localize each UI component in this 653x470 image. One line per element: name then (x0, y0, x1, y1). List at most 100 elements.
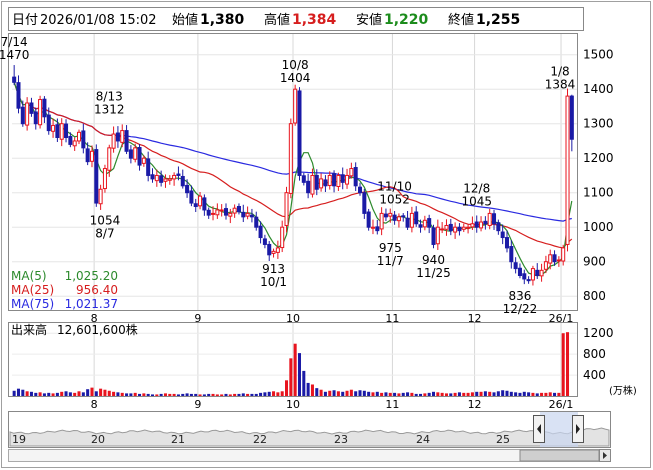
candle-body (543, 261, 548, 270)
volume-bar (310, 384, 314, 396)
range-navigator[interactable]: 19 20 21 22 23 24 25 (8, 411, 611, 448)
month-axis: 8 9 10 11 12 26/1 (91, 312, 574, 325)
candle-body (163, 178, 168, 182)
candle-body (500, 231, 505, 239)
candle-body (211, 212, 216, 215)
candle-body (189, 190, 194, 204)
moving-average-lines (13, 82, 573, 277)
candle-body (241, 211, 246, 218)
scrollbar[interactable] (8, 449, 611, 462)
volume-bar (133, 392, 137, 396)
month-tick-label: 8 (91, 312, 98, 325)
navigator-right-handle[interactable] (572, 415, 584, 443)
candle-body (68, 135, 73, 145)
navigator-left-handle[interactable] (533, 415, 545, 443)
candle-body (388, 212, 393, 217)
low-value: 1,220 (384, 12, 429, 28)
volume-bar (548, 392, 552, 396)
candle-body (293, 88, 298, 124)
volume-bar (522, 391, 526, 396)
volume-bar (77, 391, 81, 396)
annotation-value: 1384 (545, 78, 576, 92)
candle-body (120, 130, 125, 143)
candle-body (20, 106, 25, 125)
volume-bar (341, 391, 345, 396)
volume-tick-label: 400 (583, 368, 606, 382)
annotation-value: 836 (509, 289, 532, 303)
candle-body (306, 180, 311, 194)
volume-bar (393, 392, 397, 396)
volume-bar (12, 390, 16, 396)
month-tick-label: 12 (468, 398, 482, 411)
volume-unit: (万株) (609, 384, 637, 397)
volume-bar (94, 391, 98, 396)
volume-bar (557, 392, 561, 396)
price-tick-label: 800 (583, 289, 606, 303)
volume-bar (73, 392, 77, 396)
high-value: 1,384 (292, 12, 337, 28)
candle-body (345, 174, 350, 185)
candle-body (349, 168, 354, 177)
volume-bar (414, 393, 418, 396)
header-bar: 日付 2026/01/08 15:02 始値 1,380 高値 1,384 安値… (8, 7, 584, 31)
volume-bar (427, 392, 431, 396)
candle-body (81, 130, 86, 149)
volume-bar (406, 392, 410, 396)
volume-bar (250, 393, 254, 396)
candle-body (89, 150, 94, 162)
volume-bar (518, 392, 522, 396)
month-tick-label: 10 (286, 398, 300, 411)
annotation-date: 1/8 (550, 65, 569, 79)
volume-bar (38, 392, 42, 396)
volume-bar (207, 393, 211, 396)
candle-body (340, 174, 345, 183)
volume-bar (349, 389, 353, 396)
volume-bar (423, 393, 427, 396)
volume-bar (60, 391, 64, 396)
candle-body (561, 247, 566, 262)
volume-bar (505, 390, 509, 396)
scrollbar-thumb[interactable] (519, 449, 600, 462)
candle-body (51, 124, 56, 132)
annotation-date: 11/10 (377, 179, 412, 193)
volume-bar (155, 394, 159, 396)
volume-bar (163, 393, 167, 396)
candle-body (111, 133, 116, 149)
price-axis: 800 900 1000 1100 1200 1300 1400 1500 (583, 48, 614, 304)
volume-bar (419, 393, 423, 396)
volume-bar (34, 392, 38, 396)
volume-bar (176, 394, 180, 396)
month-tick-label: 26/1 (549, 312, 574, 325)
price-tick-label: 1400 (583, 82, 614, 96)
volume-bar (535, 393, 539, 396)
candle-body (509, 246, 514, 263)
candle-body (357, 186, 363, 194)
ma-legend-label: MA(25) (11, 283, 54, 297)
annotation-value: 1470 (0, 48, 29, 62)
volume-bar (566, 332, 570, 396)
volume-bar (172, 393, 176, 396)
volume-bar (16, 388, 20, 396)
candle-body (193, 203, 198, 208)
volume-bar (315, 388, 319, 396)
volume-header-label: 出来高 (11, 322, 47, 337)
volume-bar (336, 391, 340, 396)
candle-body (362, 192, 367, 214)
candle-body (379, 212, 384, 230)
price-tick-label: 900 (583, 255, 606, 269)
volume-bar (509, 391, 513, 396)
candle-body (254, 216, 259, 228)
candle-body (284, 192, 289, 226)
navigator-axis: 19 20 21 22 23 24 25 (12, 433, 510, 446)
volume-bar (55, 392, 59, 396)
candle-body (12, 76, 17, 83)
candle-body (427, 218, 432, 228)
candle-body (522, 273, 527, 280)
candle-body (496, 222, 501, 232)
volume-bar (233, 393, 237, 396)
navigator-selection[interactable] (540, 412, 578, 447)
volume-bar (475, 391, 479, 396)
low-label: 安値 (356, 12, 382, 28)
volume-bar (470, 392, 474, 396)
